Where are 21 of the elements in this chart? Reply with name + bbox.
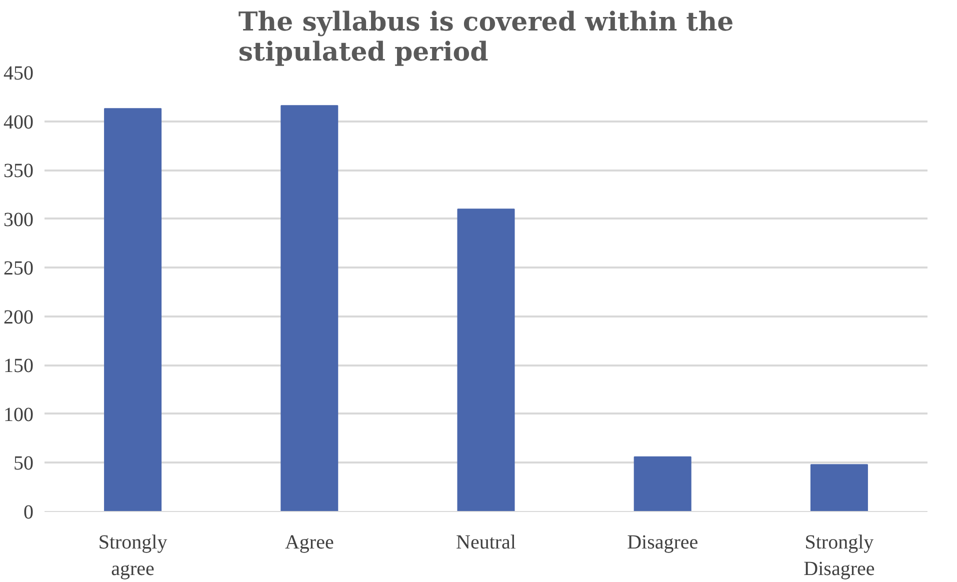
x-tick-label: Neutral bbox=[456, 532, 516, 554]
y-tick-label: 350 bbox=[4, 160, 34, 182]
y-tick-label: 50 bbox=[14, 452, 34, 475]
bar bbox=[634, 456, 692, 512]
chart-title: The syllabus is covered within the stipulated period bbox=[238, 8, 734, 68]
bar bbox=[457, 208, 515, 512]
y-tick-label: 450 bbox=[4, 62, 34, 84]
bar bbox=[810, 464, 868, 512]
x-tick-label: Strongly Disagree bbox=[804, 532, 875, 580]
y-tick-label: 0 bbox=[24, 502, 34, 524]
y-tick-label: 300 bbox=[4, 208, 34, 231]
y-tick-label: 150 bbox=[4, 355, 34, 378]
bar bbox=[104, 108, 162, 512]
y-tick-label: 200 bbox=[4, 306, 34, 328]
bar bbox=[280, 105, 338, 512]
x-tick-label: Agree bbox=[284, 532, 334, 554]
y-tick-label: 400 bbox=[4, 111, 34, 134]
y-tick-label: 250 bbox=[4, 258, 34, 280]
y-tick-label: 100 bbox=[4, 404, 34, 426]
x-tick-label: Strongly agree bbox=[98, 532, 168, 580]
x-tick-label: Disagree bbox=[627, 532, 698, 554]
